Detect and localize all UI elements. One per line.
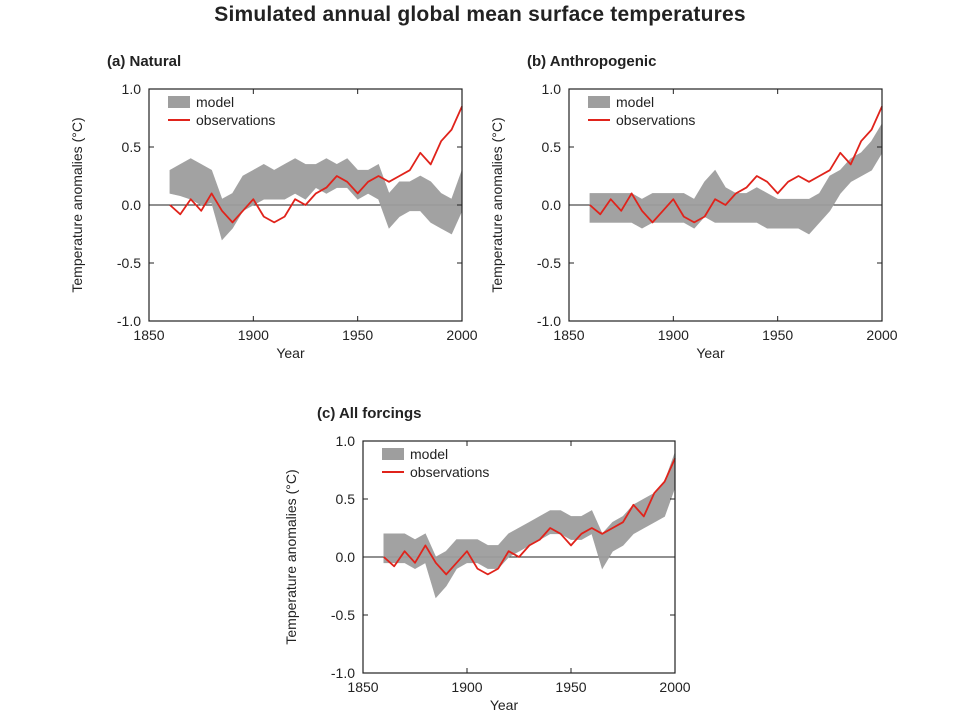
legend: model observations bbox=[168, 94, 275, 128]
x-tick-label: 1900 bbox=[238, 327, 269, 343]
legend-swatch-model bbox=[588, 96, 610, 108]
y-tick-label: 1.0 bbox=[122, 81, 142, 97]
y-tick-label: 0.0 bbox=[542, 197, 562, 213]
model-band bbox=[169, 158, 463, 241]
x-tick-label: 2000 bbox=[659, 679, 690, 695]
x-tick-label: 1850 bbox=[553, 327, 584, 343]
y-tick-label: -1.0 bbox=[331, 665, 355, 681]
x-tick-label: 1950 bbox=[342, 327, 373, 343]
y-axis-label: Temperature anomalies (°C) bbox=[283, 469, 299, 644]
panel-title: (a) Natural bbox=[107, 53, 181, 70]
x-tick-label: 1950 bbox=[762, 327, 793, 343]
y-tick-label: 0.0 bbox=[336, 549, 356, 565]
legend-swatch-model bbox=[168, 96, 190, 108]
legend: model observations bbox=[382, 446, 489, 480]
legend-label: observations bbox=[196, 112, 275, 128]
y-axis-label: Temperature anomalies (°C) bbox=[489, 117, 505, 292]
y-tick-label: -0.5 bbox=[331, 607, 355, 623]
x-tick-label: 1950 bbox=[555, 679, 586, 695]
legend-label: model bbox=[196, 94, 234, 110]
y-axis-label: Temperature anomalies (°C) bbox=[69, 117, 85, 292]
y-tick-label: -1.0 bbox=[537, 313, 561, 329]
legend-label: model bbox=[410, 446, 448, 462]
observations-line bbox=[589, 106, 883, 224]
x-axis-label: Year bbox=[696, 345, 725, 361]
y-tick-label: 0.5 bbox=[542, 139, 562, 155]
x-tick-label: 1900 bbox=[451, 679, 482, 695]
legend-swatch-model bbox=[382, 448, 404, 460]
legend: model observations bbox=[588, 94, 695, 128]
x-axis-label: Year bbox=[276, 345, 305, 361]
x-axis-label: Year bbox=[490, 697, 519, 713]
panel-title: (c) All forcings bbox=[317, 405, 421, 422]
y-tick-label: -0.5 bbox=[117, 255, 141, 271]
chart-panel-2: (b) Anthropogenic -1.0 -0.5 0.0 0.5 1.0 1850 19… bbox=[489, 53, 898, 361]
y-tick-label: -0.5 bbox=[537, 255, 561, 271]
y-tick-label: 0.0 bbox=[122, 197, 142, 213]
x-tick-label: 1900 bbox=[658, 327, 689, 343]
y-tick-label: -1.0 bbox=[117, 313, 141, 329]
observations-line bbox=[383, 458, 676, 576]
model-band bbox=[589, 122, 883, 235]
legend-label: observations bbox=[410, 464, 489, 480]
legend-label: model bbox=[616, 94, 654, 110]
observations-line bbox=[169, 106, 463, 224]
x-tick-label: 1850 bbox=[347, 679, 378, 695]
y-tick-label: 1.0 bbox=[542, 81, 562, 97]
y-tick-label: 0.5 bbox=[122, 139, 142, 155]
figure-title: Simulated annual global mean surface tem… bbox=[214, 3, 746, 26]
panel-title: (b) Anthropogenic bbox=[527, 53, 656, 70]
y-tick-label: 0.5 bbox=[336, 491, 356, 507]
x-tick-label: 2000 bbox=[446, 327, 477, 343]
y-tick-label: 1.0 bbox=[336, 433, 356, 449]
x-tick-label: 2000 bbox=[866, 327, 897, 343]
chart-panel-3: (c) All forcings -1.0 -0.5 0.0 0.5 1.0 1850 190… bbox=[283, 405, 691, 713]
x-tick-label: 1850 bbox=[133, 327, 164, 343]
legend-label: observations bbox=[616, 112, 695, 128]
chart-panel-1: (a) Natural -1.0 -0.5 0.0 0.5 1.0 1850 1900 1950… bbox=[69, 53, 478, 361]
